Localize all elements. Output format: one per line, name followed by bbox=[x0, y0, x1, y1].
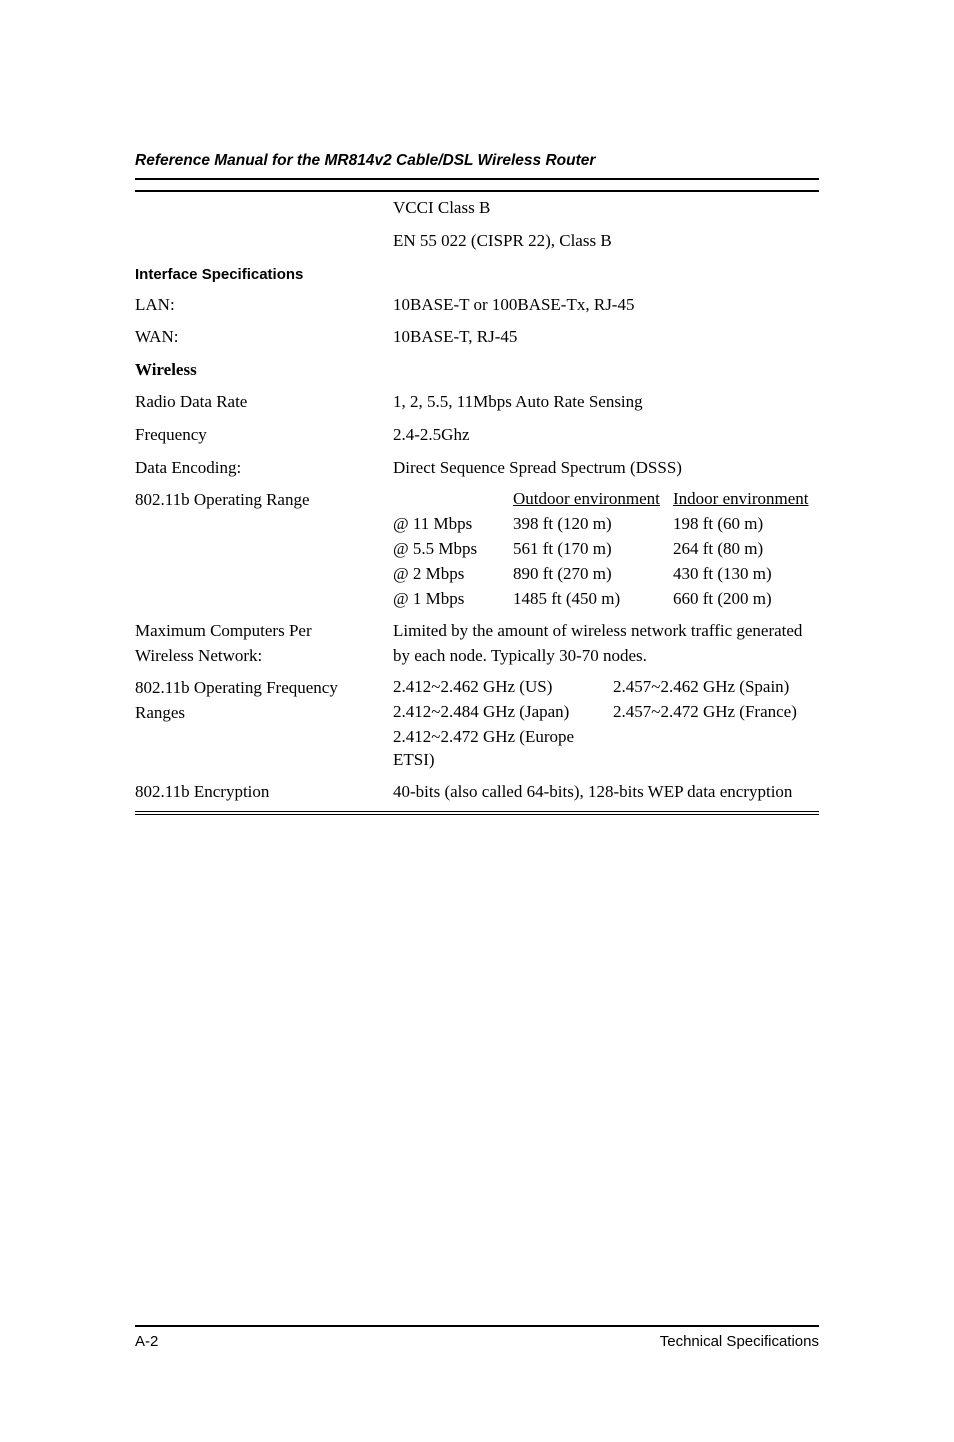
header-rule bbox=[135, 178, 819, 180]
row-value: 10BASE-T or 100BASE-Tx, RJ-45 bbox=[393, 293, 819, 318]
row-value: Limited by the amount of wireless networ… bbox=[393, 619, 819, 668]
row-value: 10BASE-T, RJ-45 bbox=[393, 325, 819, 350]
table-row: EN 55 022 (CISPR 22), Class B bbox=[135, 225, 819, 258]
table-row: LAN: 10BASE-T or 100BASE-Tx, RJ-45 bbox=[135, 289, 819, 322]
range-outdoor: 398 ft (120 m) bbox=[513, 513, 673, 536]
row-label: Data Encoding: bbox=[135, 456, 393, 481]
row-value: VCCI Class B bbox=[393, 196, 819, 221]
row-label: Frequency bbox=[135, 423, 393, 448]
table-bottom-double-rule bbox=[135, 811, 819, 815]
section-heading-wireless: Wireless bbox=[135, 358, 393, 383]
row-value: EN 55 022 (CISPR 22), Class B bbox=[393, 229, 819, 254]
freq-us: 2.412~2.462 GHz (US) bbox=[393, 676, 613, 699]
freq-empty bbox=[613, 726, 833, 772]
range-rate: @ 5.5 Mbps bbox=[393, 538, 513, 561]
table-row: WAN: 10BASE-T, RJ-45 bbox=[135, 321, 819, 354]
range-rate: @ 11 Mbps bbox=[393, 513, 513, 536]
freq-ranges-grid: 2.412~2.462 GHz (US) 2.457~2.462 GHz (Sp… bbox=[393, 676, 833, 772]
freq-ranges-row: 802.11b Operating Frequency Ranges 2.412… bbox=[135, 672, 819, 776]
range-indoor: 264 ft (80 m) bbox=[673, 538, 823, 561]
row-value: Outdoor environment Indoor environment @… bbox=[393, 488, 823, 611]
row-label: 802.11b Encryption bbox=[135, 780, 393, 805]
range-header-indoor: Indoor environment bbox=[673, 488, 823, 511]
freq-spain: 2.457~2.462 GHz (Spain) bbox=[613, 676, 833, 699]
label-line1: 802.11b Operating Frequency bbox=[135, 678, 338, 697]
range-header-empty bbox=[393, 488, 513, 511]
table-row: VCCI Class B bbox=[135, 192, 819, 225]
row-value: 40-bits (also called 64-bits), 128-bits … bbox=[393, 780, 819, 805]
footer-title: Technical Specifications bbox=[660, 1331, 819, 1353]
table-row: Radio Data Rate 1, 2, 5.5, 11Mbps Auto R… bbox=[135, 386, 819, 419]
spec-table: VCCI Class B EN 55 022 (CISPR 22), Class… bbox=[135, 190, 819, 808]
row-label: 802.11b Operating Range bbox=[135, 488, 393, 513]
page-number: A-2 bbox=[135, 1331, 158, 1353]
row-value: 2.4-2.5Ghz bbox=[393, 423, 819, 448]
table-row: Data Encoding: Direct Sequence Spread Sp… bbox=[135, 452, 819, 485]
row-label: WAN: bbox=[135, 325, 393, 350]
footer-rule bbox=[135, 1325, 819, 1327]
operating-range-table: Outdoor environment Indoor environment @… bbox=[393, 488, 823, 611]
row-value: 1, 2, 5.5, 11Mbps Auto Rate Sensing bbox=[393, 390, 819, 415]
freq-europe: 2.412~2.472 GHz (Europe ETSI) bbox=[393, 726, 613, 772]
range-rate: @ 1 Mbps bbox=[393, 588, 513, 611]
section-heading-wireless-row: Wireless bbox=[135, 354, 819, 387]
range-outdoor: 561 ft (170 m) bbox=[513, 538, 673, 561]
range-header-outdoor: Outdoor environment bbox=[513, 488, 673, 511]
range-outdoor: 1485 ft (450 m) bbox=[513, 588, 673, 611]
label-line2: Ranges bbox=[135, 703, 185, 722]
row-label: Radio Data Rate bbox=[135, 390, 393, 415]
footer: A-2 Technical Specifications bbox=[135, 1331, 819, 1353]
label-line2: Wireless Network: bbox=[135, 646, 262, 665]
page: Reference Manual for the MR814v2 Cable/D… bbox=[0, 0, 954, 1442]
range-indoor: 430 ft (130 m) bbox=[673, 563, 823, 586]
running-title: Reference Manual for the MR814v2 Cable/D… bbox=[135, 150, 819, 172]
freq-france: 2.457~2.472 GHz (France) bbox=[613, 701, 833, 724]
operating-range-row: 802.11b Operating Range Outdoor environm… bbox=[135, 484, 819, 615]
range-indoor: 198 ft (60 m) bbox=[673, 513, 823, 536]
footer-area: A-2 Technical Specifications bbox=[135, 1325, 819, 1353]
row-value: 2.412~2.462 GHz (US) 2.457~2.462 GHz (Sp… bbox=[393, 676, 833, 772]
range-outdoor: 890 ft (270 m) bbox=[513, 563, 673, 586]
row-label: 802.11b Operating Frequency Ranges bbox=[135, 676, 393, 725]
table-row: Frequency 2.4-2.5Ghz bbox=[135, 419, 819, 452]
row-label: LAN: bbox=[135, 293, 393, 318]
freq-japan: 2.412~2.484 GHz (Japan) bbox=[393, 701, 613, 724]
encryption-row: 802.11b Encryption 40-bits (also called … bbox=[135, 776, 819, 809]
range-indoor: 660 ft (200 m) bbox=[673, 588, 823, 611]
max-computers-row: Maximum Computers Per Wireless Network: … bbox=[135, 615, 819, 672]
label-line1: Maximum Computers Per bbox=[135, 621, 312, 640]
section-heading-interface: Interface Specifications bbox=[135, 258, 819, 289]
range-rate: @ 2 Mbps bbox=[393, 563, 513, 586]
row-value: Direct Sequence Spread Spectrum (DSSS) bbox=[393, 456, 819, 481]
row-label: Maximum Computers Per Wireless Network: bbox=[135, 619, 393, 668]
